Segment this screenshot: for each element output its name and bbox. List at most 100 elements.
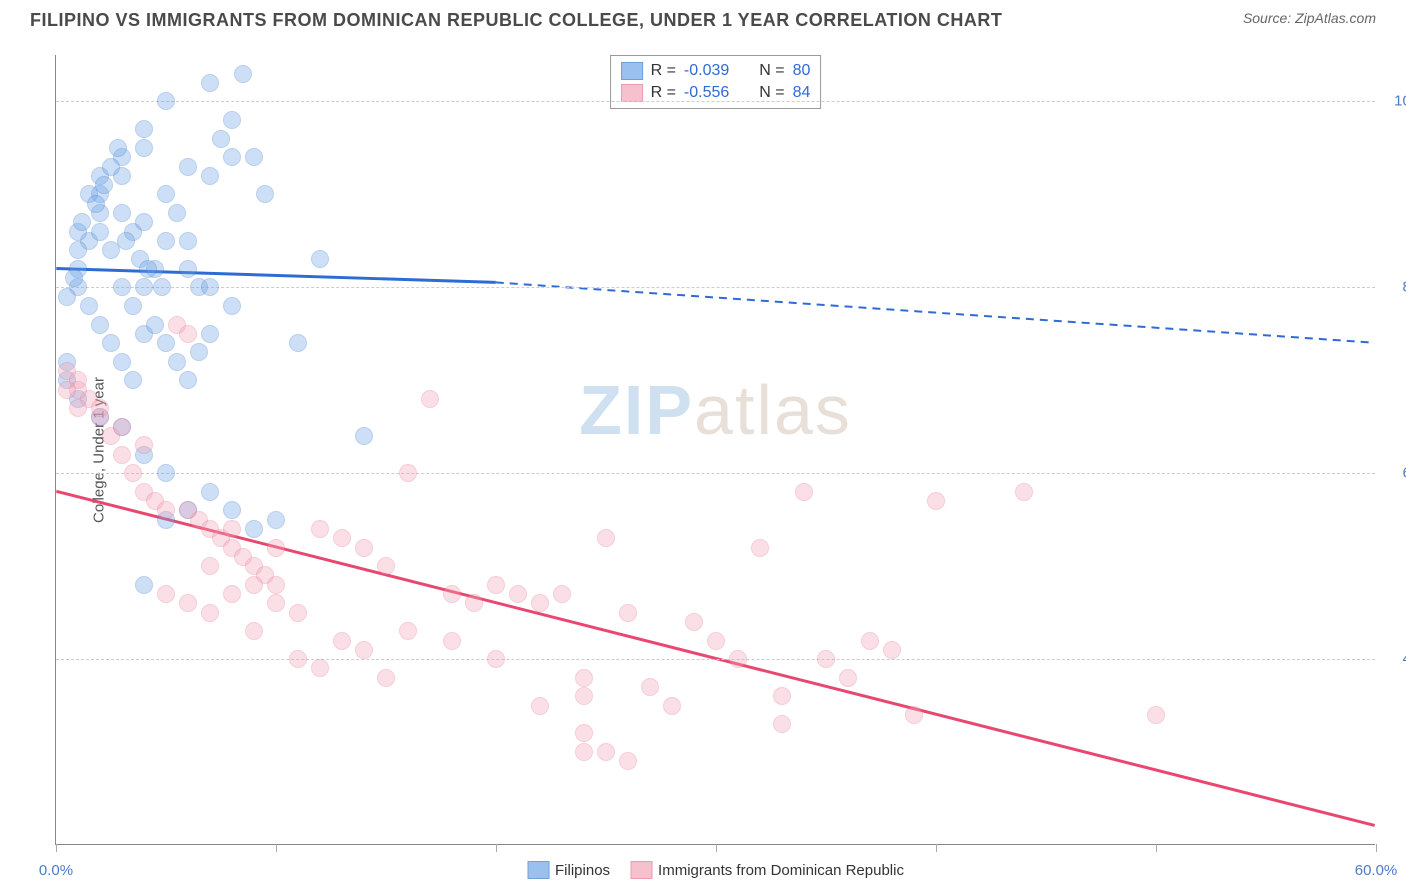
scatter-point (443, 632, 461, 650)
scatter-point (817, 650, 835, 668)
scatter-point (267, 539, 285, 557)
gridline-horizontal (56, 287, 1375, 288)
series-legend-label: Filipinos (555, 862, 610, 879)
scatter-point (597, 529, 615, 547)
gridline-horizontal (56, 101, 1375, 102)
scatter-point (245, 520, 263, 538)
source-value: ZipAtlas.com (1295, 10, 1376, 26)
scatter-point (311, 250, 329, 268)
y-tick-label: 100.0% (1394, 93, 1406, 110)
scatter-point (575, 687, 593, 705)
scatter-point (751, 539, 769, 557)
scatter-point (377, 557, 395, 575)
y-tick-label: 40.0% (1402, 651, 1406, 668)
x-tick (56, 844, 57, 852)
chart-area: College, Under 1 year ZIPatlas R =-0.039… (55, 55, 1375, 845)
scatter-point (333, 632, 351, 650)
scatter-point (795, 483, 813, 501)
x-tick (716, 844, 717, 852)
scatter-point (201, 557, 219, 575)
scatter-point (58, 288, 76, 306)
scatter-point (641, 678, 659, 696)
scatter-point (465, 594, 483, 612)
scatter-point (69, 241, 87, 259)
scatter-point (69, 399, 87, 417)
x-tick (936, 844, 937, 852)
scatter-point (91, 316, 109, 334)
scatter-point (190, 343, 208, 361)
watermark: ZIPatlas (579, 370, 852, 450)
scatter-point (135, 213, 153, 231)
scatter-point (1015, 483, 1033, 501)
scatter-point (179, 325, 197, 343)
scatter-point (1147, 706, 1165, 724)
scatter-point (223, 501, 241, 519)
legend-swatch (630, 861, 652, 879)
series-legend-item: Filipinos (527, 861, 610, 879)
scatter-point (201, 167, 219, 185)
scatter-point (58, 381, 76, 399)
scatter-point (289, 650, 307, 668)
scatter-point (179, 158, 197, 176)
scatter-point (117, 232, 135, 250)
scatter-point (311, 520, 329, 538)
x-tick (1156, 844, 1157, 852)
scatter-point (135, 576, 153, 594)
scatter-point (421, 390, 439, 408)
scatter-point (113, 418, 131, 436)
scatter-point (91, 399, 109, 417)
scatter-point (597, 743, 615, 761)
scatter-point (179, 371, 197, 389)
scatter-point (289, 334, 307, 352)
scatter-point (234, 65, 252, 83)
scatter-point (355, 427, 373, 445)
scatter-point (256, 185, 274, 203)
r-label: R = (651, 84, 676, 102)
scatter-point (773, 687, 791, 705)
legend-swatch (621, 62, 643, 80)
scatter-point (168, 353, 186, 371)
watermark-part-a: ZIP (579, 371, 694, 449)
n-label: N = (759, 62, 784, 80)
r-value: -0.039 (684, 62, 729, 80)
scatter-point (157, 185, 175, 203)
scatter-point (729, 650, 747, 668)
scatter-point (575, 743, 593, 761)
scatter-point (124, 297, 142, 315)
scatter-point (355, 641, 373, 659)
scatter-point (201, 483, 219, 501)
n-value: 84 (793, 84, 811, 102)
scatter-point (905, 706, 923, 724)
scatter-point (113, 446, 131, 464)
scatter-point (531, 594, 549, 612)
scatter-point (707, 632, 725, 650)
scatter-point (201, 604, 219, 622)
legend-swatch (621, 84, 643, 102)
scatter-point (113, 204, 131, 222)
scatter-point (267, 511, 285, 529)
x-tick (496, 844, 497, 852)
scatter-point (553, 585, 571, 603)
series-legend: Filipinos Immigrants from Dominican Repub… (527, 861, 904, 879)
scatter-point (91, 223, 109, 241)
r-label: R = (651, 62, 676, 80)
scatter-point (861, 632, 879, 650)
scatter-point (179, 594, 197, 612)
n-label: N = (759, 84, 784, 102)
scatter-point (201, 325, 219, 343)
scatter-point (102, 334, 120, 352)
scatter-point (223, 111, 241, 129)
scatter-point (73, 213, 91, 231)
header: FILIPINO VS IMMIGRANTS FROM DOMINICAN RE… (0, 0, 1406, 31)
scatter-point (135, 139, 153, 157)
source-label: Source: (1243, 10, 1295, 26)
scatter-point (157, 232, 175, 250)
series-legend-label: Immigrants from Dominican Republic (658, 862, 904, 879)
scatter-point (663, 697, 681, 715)
scatter-point (289, 604, 307, 622)
gridline-horizontal (56, 659, 1375, 660)
scatter-point (135, 278, 153, 296)
scatter-point (157, 92, 175, 110)
scatter-point (179, 501, 197, 519)
scatter-point (109, 139, 127, 157)
